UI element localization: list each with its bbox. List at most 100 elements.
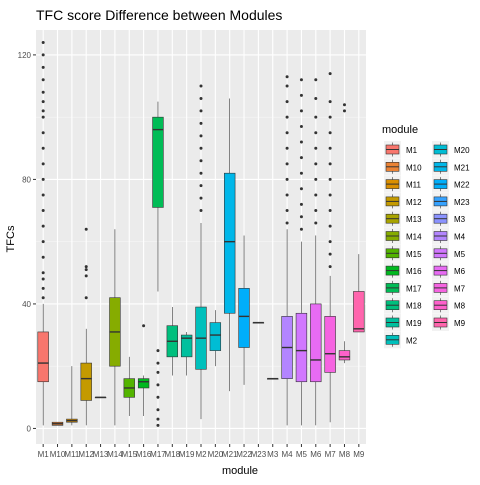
legend-label: M13 — [406, 215, 422, 224]
x-tick-label: M3 — [267, 450, 279, 459]
x-tick-label: M20 — [208, 450, 224, 459]
outlier-point — [299, 78, 303, 82]
outlier-point — [156, 408, 160, 412]
outlier-point — [314, 146, 318, 150]
outlier-point — [299, 109, 303, 113]
legend-item-M5: M5 — [432, 244, 466, 262]
outlier-point — [41, 193, 45, 197]
legend-label: M20 — [454, 146, 470, 155]
outlier-point — [285, 221, 289, 225]
outlier-point — [41, 109, 45, 113]
legend-label: M5 — [454, 250, 466, 259]
y-tick-label: 120 — [18, 51, 32, 60]
box-body — [180, 334, 193, 358]
outlier-point — [314, 162, 318, 166]
outlier-point — [285, 177, 289, 181]
legend-label: M7 — [454, 284, 466, 293]
outlier-point — [199, 171, 203, 175]
legend-item-M13: M13 — [384, 210, 422, 228]
legend-label: M4 — [454, 233, 466, 242]
box-M16 — [137, 324, 150, 416]
x-tick-label: M11 — [64, 450, 80, 459]
outlier-point — [328, 224, 332, 228]
box-M18 — [166, 307, 178, 376]
legend-label: M12 — [406, 198, 422, 207]
box-M5 — [295, 78, 308, 426]
y-axis: 0 40 80 120 — [18, 51, 36, 433]
outlier-point — [41, 286, 45, 290]
outlier-point — [285, 146, 289, 150]
legend-label: M9 — [454, 319, 466, 328]
outlier-point — [285, 84, 289, 88]
x-tick-label: M5 — [296, 450, 308, 459]
legend-item-M11: M11 — [384, 175, 422, 193]
legend-label: M22 — [454, 181, 470, 190]
legend-item-M20: M20 — [432, 141, 470, 158]
box-M2 — [195, 84, 207, 420]
legend-label: M15 — [406, 250, 422, 259]
x-tick-label: M19 — [179, 450, 195, 459]
box-M12 — [80, 227, 92, 426]
outlier-point — [41, 131, 45, 135]
outlier-point — [199, 84, 203, 88]
legend-label: M17 — [406, 284, 422, 293]
box-body — [137, 378, 150, 389]
legend-label: M10 — [406, 163, 422, 172]
outlier-point — [299, 156, 303, 160]
y-tick-label: 40 — [22, 300, 31, 309]
legend-item-M14: M14 — [384, 227, 422, 245]
y-axis-label: TFCs — [5, 225, 17, 252]
legend-item-M8: M8 — [432, 296, 466, 314]
outlier-point — [299, 187, 303, 191]
x-axis-label: module — [222, 465, 258, 477]
box-body — [338, 350, 351, 361]
outlier-point — [156, 349, 160, 353]
box-M10 — [51, 421, 64, 426]
outlier-point — [41, 100, 45, 104]
legend-item-M12: M12 — [384, 192, 422, 210]
box-M3 — [267, 377, 279, 380]
legend-label: M8 — [454, 302, 466, 311]
legend-label: M16 — [406, 267, 422, 276]
box-body — [224, 172, 236, 314]
box-body — [152, 116, 164, 208]
outlier-point — [142, 324, 146, 328]
outlier-point — [41, 90, 45, 94]
box-M15 — [123, 356, 135, 416]
legend-item-M23: M23 — [432, 192, 470, 210]
outlier-point — [41, 209, 45, 213]
outlier-point — [314, 193, 318, 197]
outlier-point — [342, 109, 346, 113]
outlier-point — [41, 255, 45, 259]
outlier-point — [199, 109, 203, 113]
legend-label: M19 — [406, 319, 422, 328]
outlier-point — [328, 162, 332, 166]
legend-item-M7: M7 — [432, 279, 466, 297]
outlier-point — [156, 395, 160, 399]
legend-label: M6 — [454, 267, 466, 276]
outlier-point — [41, 78, 45, 82]
legend-item-M2: M2 — [384, 331, 418, 349]
box-M13 — [94, 396, 107, 399]
x-tick-label: M16 — [136, 450, 152, 459]
outlier-point — [199, 96, 203, 100]
outlier-point — [314, 131, 318, 135]
legend-label: M14 — [406, 233, 422, 242]
outlier-point — [199, 196, 203, 200]
outlier-point — [314, 78, 318, 82]
y-tick-label: 80 — [22, 175, 31, 184]
outlier-point — [299, 124, 303, 128]
outlier-point — [314, 115, 318, 119]
outlier-point — [84, 265, 88, 269]
outlier-point — [328, 265, 332, 269]
outlier-point — [285, 162, 289, 166]
outlier-point — [84, 274, 88, 278]
outlier-point — [84, 268, 88, 272]
x-tick-label: M6 — [310, 450, 322, 459]
outlier-point — [199, 209, 203, 213]
outlier-point — [199, 146, 203, 150]
outlier-point — [41, 224, 45, 228]
outlier-point — [285, 193, 289, 197]
legend-item-M15: M15 — [384, 244, 422, 262]
box-M23 — [252, 321, 265, 324]
